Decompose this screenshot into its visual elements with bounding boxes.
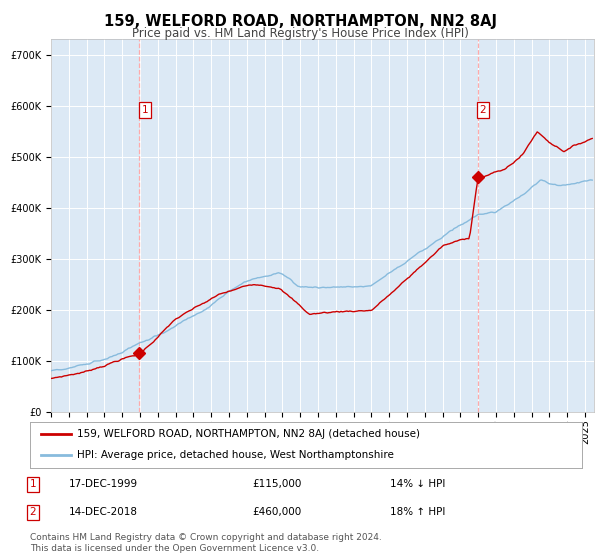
Text: 159, WELFORD ROAD, NORTHAMPTON, NN2 8AJ (detached house): 159, WELFORD ROAD, NORTHAMPTON, NN2 8AJ … [77, 429, 420, 439]
Text: 18% ↑ HPI: 18% ↑ HPI [390, 507, 445, 517]
Text: Contains HM Land Registry data © Crown copyright and database right 2024.
This d: Contains HM Land Registry data © Crown c… [30, 533, 382, 553]
Text: £460,000: £460,000 [252, 507, 301, 517]
Text: 159, WELFORD ROAD, NORTHAMPTON, NN2 8AJ: 159, WELFORD ROAD, NORTHAMPTON, NN2 8AJ [104, 14, 497, 29]
Text: 1: 1 [29, 479, 37, 489]
Text: 1: 1 [142, 105, 148, 115]
Text: Price paid vs. HM Land Registry's House Price Index (HPI): Price paid vs. HM Land Registry's House … [131, 27, 469, 40]
Text: 2: 2 [29, 507, 37, 517]
Text: 2: 2 [479, 105, 486, 115]
Text: 17-DEC-1999: 17-DEC-1999 [69, 479, 138, 489]
Text: £115,000: £115,000 [252, 479, 301, 489]
Text: 14-DEC-2018: 14-DEC-2018 [69, 507, 138, 517]
Text: 14% ↓ HPI: 14% ↓ HPI [390, 479, 445, 489]
Text: HPI: Average price, detached house, West Northamptonshire: HPI: Average price, detached house, West… [77, 450, 394, 460]
